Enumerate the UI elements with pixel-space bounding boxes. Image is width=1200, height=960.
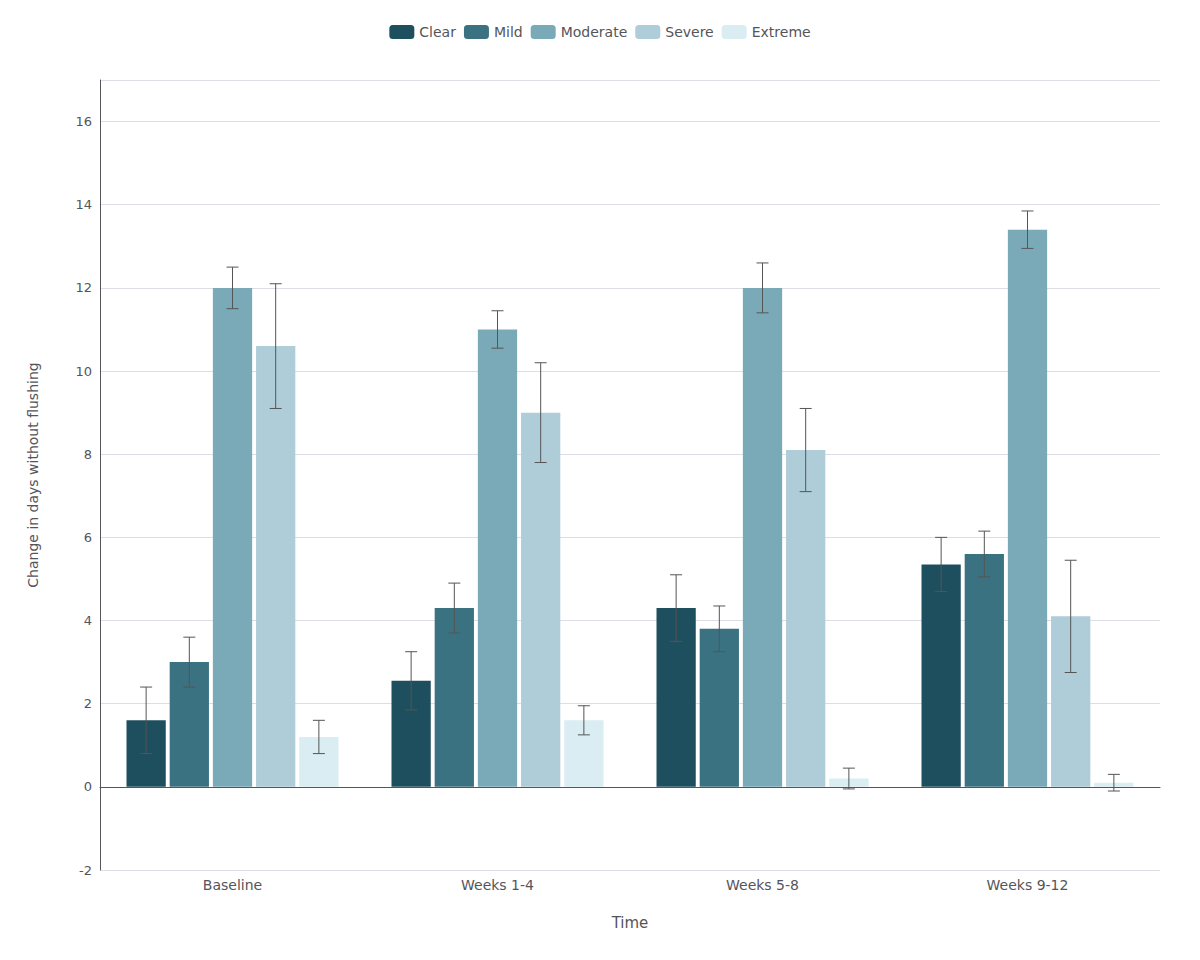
svg-text:Baseline: Baseline — [203, 877, 262, 893]
svg-text:12: 12 — [75, 280, 92, 295]
svg-text:2: 2 — [84, 696, 92, 711]
svg-text:Extreme: Extreme — [752, 24, 811, 40]
svg-text:Clear: Clear — [419, 24, 456, 40]
svg-text:8: 8 — [84, 447, 92, 462]
svg-text:6: 6 — [84, 530, 92, 545]
svg-text:4: 4 — [84, 613, 92, 628]
svg-text:10: 10 — [75, 364, 92, 379]
svg-text:Moderate: Moderate — [561, 24, 628, 40]
svg-text:0: 0 — [84, 779, 92, 794]
svg-text:Weeks 5-8: Weeks 5-8 — [726, 877, 799, 893]
svg-text:Change in days without flushin: Change in days without flushing — [25, 362, 41, 587]
svg-text:-2: -2 — [79, 863, 92, 878]
svg-text:Severe: Severe — [665, 24, 713, 40]
svg-text:Weeks 9-12: Weeks 9-12 — [987, 877, 1069, 893]
svg-text:14: 14 — [75, 197, 92, 212]
svg-text:Time: Time — [611, 914, 649, 932]
svg-text:16: 16 — [75, 114, 92, 129]
svg-text:Weeks 1-4: Weeks 1-4 — [461, 877, 534, 893]
svg-text:Mild: Mild — [494, 24, 523, 40]
